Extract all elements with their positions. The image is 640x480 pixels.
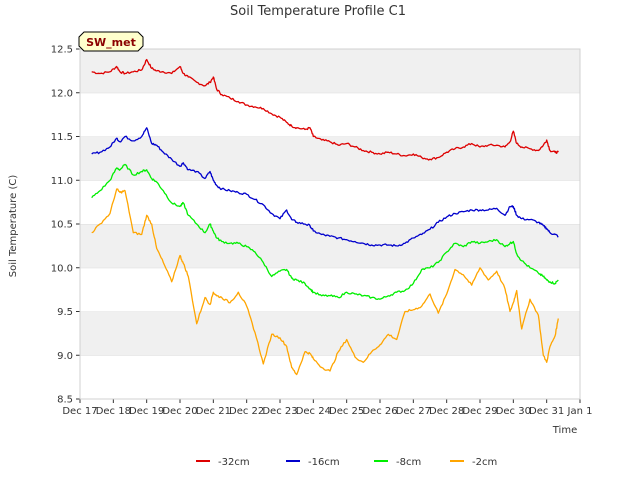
x-tick-label: Dec 30: [496, 406, 531, 417]
series-lines: [91, 58, 559, 376]
x-tick-label: Dec 26: [362, 406, 397, 417]
sw-met-badge: SW_met: [78, 31, 144, 52]
x-tick-label: Dec 24: [296, 406, 331, 417]
legend-label: -2cm: [472, 457, 497, 468]
x-axis-label: Time: [552, 425, 577, 436]
x-tick-label: Dec 17: [62, 406, 97, 417]
x-tick-label: Dec 21: [196, 406, 231, 417]
series-line-minus-16cm: [91, 127, 559, 247]
x-tick-label: Dec 23: [262, 406, 297, 417]
series-line-minus-8cm: [91, 163, 559, 301]
x-tick-label: Dec 18: [96, 406, 131, 417]
x-tick-label: Dec 25: [329, 406, 364, 417]
y-tick-label: 10.5: [51, 220, 73, 231]
grid-band: [80, 136, 580, 181]
y-tick-label: 11.5: [51, 132, 73, 143]
badge-shape: [78, 31, 144, 52]
grid-band: [80, 180, 580, 224]
legend: -32cm -16cm -8cm -2cm: [196, 457, 497, 468]
chart-title: Soil Temperature Profile C1: [230, 4, 406, 19]
y-tick-label: 12.5: [51, 45, 73, 56]
legend-label: -8cm: [396, 457, 421, 468]
x-tick-label: Jan 1: [567, 406, 593, 417]
plot-border: [79, 48, 581, 400]
badge-label: SW_met: [86, 36, 136, 49]
y-axis-ticks: 8.5 9.0 9.5 10.0 10.5 11.0 11.5 12.0 12.5: [51, 45, 80, 406]
x-tick-label: Dec 31: [529, 406, 564, 417]
x-tick-label: Dec 20: [162, 406, 197, 417]
y-axis-label: Soil Temperature (C): [8, 175, 19, 278]
grid-band: [80, 92, 580, 137]
grid-band: [80, 224, 580, 268]
grid-band: [80, 311, 580, 356]
series-line-minus-2cm: [91, 188, 559, 376]
y-tick-label: 11.0: [51, 176, 73, 187]
grid-band: [80, 355, 580, 399]
y-tick-label: 12.0: [51, 88, 73, 99]
y-tick-label: 10.0: [51, 263, 73, 274]
x-tick-label: Dec 29: [462, 406, 497, 417]
x-tick-label: Dec 27: [396, 406, 431, 417]
y-tick-label: 9.5: [57, 307, 73, 318]
x-tick-label: Dec 28: [429, 406, 464, 417]
x-tick-label: Dec 22: [229, 406, 264, 417]
y-tick-label: 9.0: [57, 351, 73, 362]
y-tick-label: 8.5: [57, 395, 73, 406]
series-line-minus-32cm: [91, 58, 559, 161]
legend-label: -16cm: [308, 457, 340, 468]
x-tick-label: Dec 19: [129, 406, 164, 417]
grid-band: [80, 49, 580, 93]
plot-background: [80, 48, 580, 399]
legend-label: -32cm: [218, 457, 250, 468]
grid-band: [80, 267, 580, 312]
